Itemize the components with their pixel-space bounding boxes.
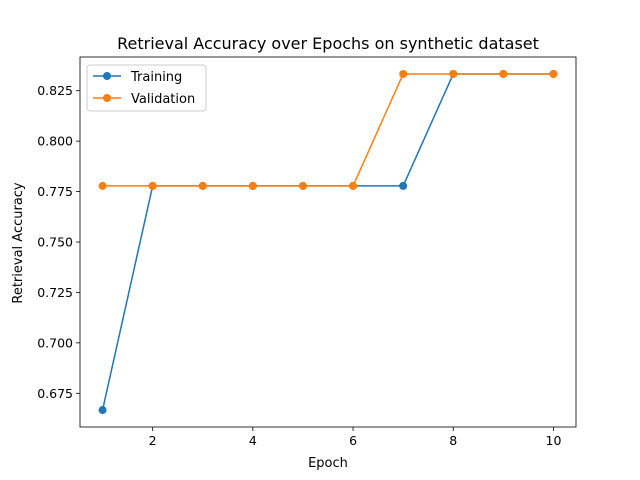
- y-axis-label: Retrieval Accuracy: [11, 182, 26, 304]
- x-tick-label: 6: [349, 433, 357, 448]
- data-point-validation: [449, 69, 458, 78]
- y-tick-label: 0.825: [37, 83, 73, 98]
- y-tick-label: 0.775: [37, 184, 73, 199]
- series-validation: [98, 69, 558, 190]
- y-tick-label: 0.700: [37, 335, 73, 350]
- series-layer: [98, 69, 558, 415]
- x-tick-label: 4: [249, 433, 257, 448]
- legend: Training Validation: [86, 64, 207, 112]
- legend-marker-training: [103, 72, 111, 80]
- data-point-validation: [148, 181, 157, 190]
- y-tick-label: 0.750: [37, 235, 73, 250]
- data-point-validation: [399, 69, 408, 78]
- legend-entry-training: Training: [93, 70, 182, 85]
- legend-label-validation: Validation: [131, 92, 195, 107]
- data-point-validation: [349, 181, 358, 190]
- y-tick-label: 0.675: [37, 386, 73, 401]
- chart-title: Retrieval Accuracy over Epochs on synthe…: [117, 34, 539, 53]
- data-point-validation: [248, 181, 257, 190]
- data-point-validation: [499, 69, 508, 78]
- x-axis-ticks: 2 4 6 8 10: [149, 427, 562, 448]
- data-point-validation: [549, 69, 558, 78]
- legend-entry-validation: Validation: [93, 92, 195, 107]
- x-tick-label: 10: [546, 433, 562, 448]
- y-tick-label: 0.725: [37, 285, 73, 300]
- data-point-validation: [298, 181, 307, 190]
- series-line-validation: [102, 73, 554, 187]
- x-tick-label: 2: [149, 433, 157, 448]
- legend-marker-validation: [103, 94, 111, 102]
- data-point-training: [399, 181, 408, 190]
- legend-label-training: Training: [130, 70, 182, 85]
- y-tick-label: 0.800: [37, 134, 73, 149]
- y-axis-ticks: 0.675 0.700 0.725 0.750 0.775 0.800 0.825: [37, 83, 80, 401]
- x-axis-label: Epoch: [308, 456, 348, 471]
- data-point-validation: [198, 181, 207, 190]
- x-tick-label: 8: [449, 433, 457, 448]
- data-point-validation: [98, 181, 107, 190]
- data-point-training: [98, 406, 107, 415]
